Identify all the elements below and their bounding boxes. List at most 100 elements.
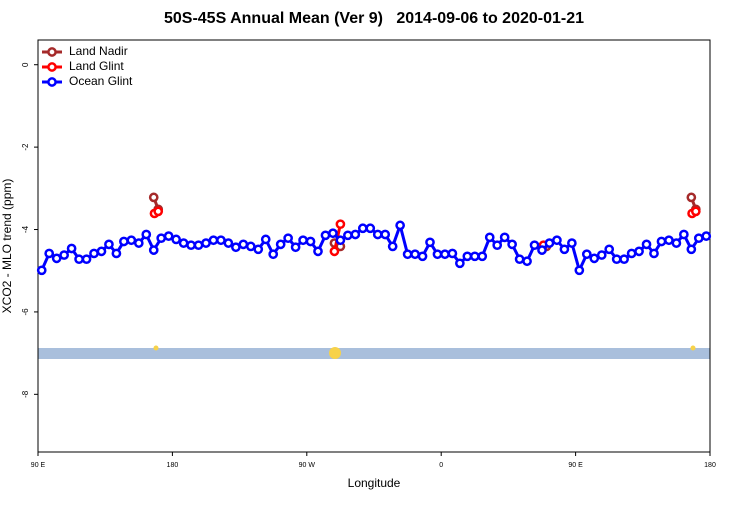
x-tick-label: 90 E bbox=[31, 462, 46, 469]
data-point bbox=[305, 236, 316, 247]
y-tick-label: -8 bbox=[21, 390, 30, 398]
data-point bbox=[537, 245, 547, 255]
data-point bbox=[141, 229, 152, 240]
data-point bbox=[455, 258, 465, 269]
data-point bbox=[581, 249, 592, 260]
data-point bbox=[574, 265, 585, 276]
x-tick-label: 0 bbox=[439, 462, 443, 469]
data-point bbox=[260, 234, 271, 245]
data-point bbox=[410, 249, 420, 260]
data-point bbox=[634, 246, 644, 257]
x-tick-label: 180 bbox=[167, 462, 179, 469]
data-point bbox=[223, 238, 234, 248]
data-point bbox=[216, 235, 226, 246]
data-point bbox=[178, 238, 189, 248]
data-point bbox=[126, 235, 137, 246]
legend-marker bbox=[47, 77, 57, 87]
data-point bbox=[335, 235, 346, 246]
data-point bbox=[231, 242, 241, 253]
data-point bbox=[81, 254, 92, 265]
x-tick-label: 180 bbox=[704, 462, 716, 469]
data-point bbox=[186, 240, 196, 251]
data-point bbox=[447, 248, 458, 259]
data-point bbox=[596, 250, 607, 260]
data-point bbox=[44, 248, 55, 259]
marker-dot bbox=[153, 345, 159, 351]
data-point bbox=[148, 192, 159, 203]
data-point bbox=[51, 253, 62, 264]
data-point bbox=[201, 238, 211, 248]
data-point bbox=[641, 239, 652, 250]
data-point bbox=[432, 249, 443, 260]
data-point bbox=[148, 245, 159, 255]
data-point bbox=[477, 251, 488, 262]
data-point bbox=[425, 237, 435, 248]
data-point bbox=[171, 234, 181, 245]
data-point bbox=[111, 248, 122, 259]
data-point bbox=[275, 239, 286, 250]
data-point bbox=[133, 238, 144, 248]
band bbox=[38, 348, 710, 359]
data-point bbox=[395, 220, 405, 231]
data-point bbox=[245, 241, 256, 252]
data-point bbox=[153, 206, 164, 217]
marker-dot bbox=[690, 345, 696, 351]
data-point bbox=[365, 223, 376, 234]
plot-frame bbox=[37, 39, 711, 453]
data-point bbox=[268, 249, 279, 260]
data-point bbox=[686, 192, 697, 203]
data-point bbox=[119, 236, 129, 247]
data-point bbox=[492, 240, 503, 251]
data-point bbox=[686, 244, 697, 255]
data-point bbox=[208, 235, 219, 246]
data-point bbox=[66, 243, 77, 254]
legend-label: Land Nadir bbox=[69, 44, 128, 58]
data-point bbox=[253, 244, 264, 255]
data-point bbox=[89, 248, 99, 259]
y-tick-label: -2 bbox=[21, 143, 30, 151]
data-point bbox=[335, 219, 346, 230]
data-point bbox=[649, 248, 659, 259]
legend-marker bbox=[47, 47, 57, 57]
data-point bbox=[656, 236, 667, 247]
data-point bbox=[679, 229, 689, 240]
data-point bbox=[387, 241, 398, 252]
data-point bbox=[462, 251, 473, 262]
data-point bbox=[559, 244, 570, 255]
data-point bbox=[529, 240, 540, 251]
data-point bbox=[380, 229, 391, 240]
data-point bbox=[402, 249, 413, 260]
data-point bbox=[320, 230, 331, 241]
data-point bbox=[522, 256, 532, 267]
data-point bbox=[238, 239, 249, 250]
data-point bbox=[59, 250, 69, 260]
legend-label: Land Glint bbox=[69, 59, 124, 73]
y-tick-label: -4 bbox=[21, 225, 30, 233]
data-point bbox=[104, 239, 114, 250]
data-point bbox=[313, 246, 323, 257]
data-point bbox=[329, 246, 340, 257]
data-point bbox=[611, 254, 622, 265]
data-point bbox=[357, 223, 368, 234]
data-point bbox=[156, 233, 167, 244]
data-point bbox=[298, 235, 308, 246]
data-point bbox=[664, 235, 674, 246]
data-point bbox=[604, 244, 615, 255]
data-point bbox=[671, 238, 682, 248]
data-point bbox=[343, 230, 353, 241]
x-tick-label: 90 E bbox=[568, 462, 583, 469]
data-point bbox=[499, 232, 510, 243]
data-point bbox=[283, 233, 293, 244]
legend-label: Ocean Glint bbox=[69, 74, 133, 88]
marker-dot bbox=[329, 347, 341, 359]
data-point bbox=[589, 253, 600, 264]
data-point bbox=[544, 238, 555, 248]
data-point bbox=[626, 248, 637, 259]
data-point bbox=[440, 249, 450, 260]
y-tick-label: 0 bbox=[21, 62, 30, 67]
y-tick-label: -6 bbox=[21, 308, 30, 316]
data-point bbox=[484, 232, 495, 243]
chart-title: 50S-45S Annual Mean (Ver 9) 2014-09-06 t… bbox=[164, 10, 584, 27]
data-point bbox=[619, 254, 629, 265]
